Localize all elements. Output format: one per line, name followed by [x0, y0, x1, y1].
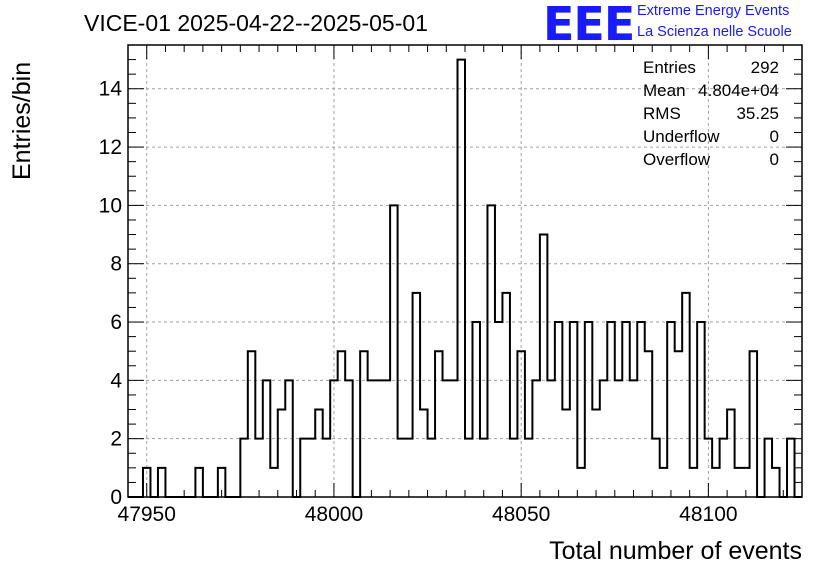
y-tick-label: 6	[110, 311, 122, 334]
y-axis-label: Entries/bin	[8, 61, 36, 180]
x-tick-label: 47950	[118, 503, 176, 526]
y-tick-label: 2	[110, 428, 122, 451]
stat-label: Overflow	[643, 150, 711, 169]
histogram-series	[128, 58, 802, 498]
stat-value: 35.25	[736, 104, 779, 123]
stat-value: 0	[769, 127, 779, 146]
stat-row-overflow: Overflow 0	[638, 150, 783, 173]
x-tick-label: 48050	[492, 503, 550, 526]
logo-line-1: Extreme Energy Events	[637, 3, 790, 19]
stat-value: 292	[750, 58, 779, 77]
eee-logo: EEE	[543, 0, 635, 51]
x-tick-label: 48100	[679, 503, 737, 526]
axis-tick-labels: 47950 48000 48050 48100 0 2 4 6 8 10 12 14	[99, 78, 738, 526]
stat-row-mean: Mean 4.804e+04	[638, 81, 783, 104]
y-tick-label: 10	[99, 194, 122, 217]
stat-value: 4.804e+04	[698, 81, 779, 100]
stat-label: RMS	[643, 104, 681, 123]
stat-label: Underflow	[643, 127, 720, 146]
stat-label: Entries	[643, 58, 696, 77]
y-tick-label: 14	[99, 78, 123, 101]
stat-row-rms: RMS 35.25	[638, 104, 783, 127]
axis-ticks	[128, 44, 803, 498]
y-tick-label: 12	[99, 136, 122, 159]
stat-row-underflow: Underflow 0	[638, 127, 783, 150]
stat-row-entries: Entries 292	[638, 58, 783, 81]
y-tick-label: 0	[110, 486, 122, 509]
x-tick-label: 48000	[305, 503, 363, 526]
chart-title: VICE-01 2025-04-22--2025-05-01	[84, 10, 428, 36]
y-tick-label: 4	[110, 369, 122, 392]
stat-value: 0	[769, 150, 779, 169]
logo-line-2: La Scienza nelle Scuole	[637, 24, 792, 40]
y-tick-label: 8	[110, 253, 122, 276]
stat-label: Mean	[643, 81, 686, 100]
x-axis-label: Total number of events	[549, 537, 802, 565]
stats-box: Entries 292 Mean 4.804e+04 RMS 35.25 Und…	[638, 58, 783, 173]
